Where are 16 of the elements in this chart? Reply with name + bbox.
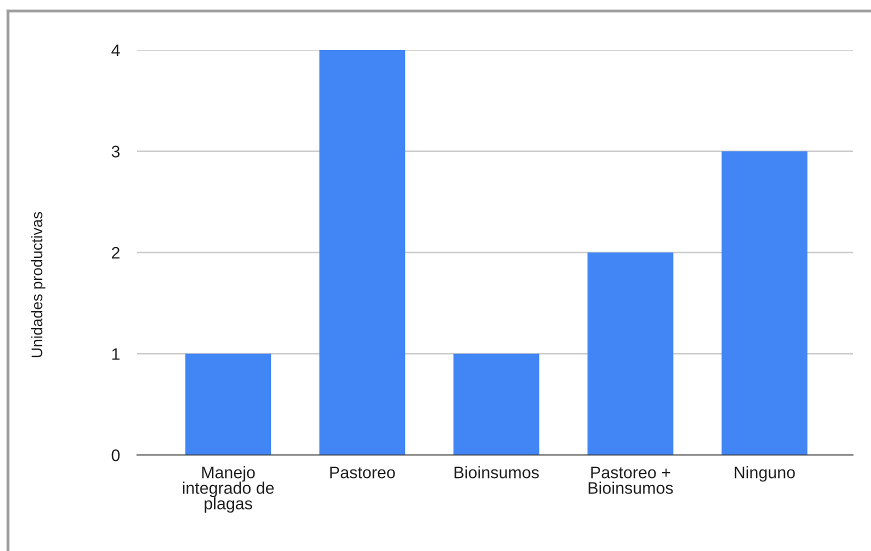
- y-tick-label: 4: [111, 44, 120, 56]
- x-tick-label: Manejo integrado de plagas: [182, 466, 274, 513]
- y-tick-label: 2: [112, 246, 120, 259]
- bar: [588, 252, 674, 455]
- x-tick-label: Ninguno: [734, 466, 795, 482]
- bar: [722, 151, 808, 455]
- bar: [185, 354, 272, 455]
- bar: [453, 354, 540, 455]
- x-tick-label: Pastoreo: [330, 466, 395, 478]
- y-axis-title: Unidades productivas: [31, 212, 46, 358]
- y-tick-label: 1: [112, 348, 120, 360]
- y-tick-label: 3: [112, 146, 120, 158]
- y-tick-label: 0: [112, 449, 120, 462]
- x-tick-label: Bioinsumos: [454, 466, 539, 478]
- bar: [319, 50, 406, 455]
- x-tick-label: Pastoreo + Bioinsumos: [588, 466, 673, 494]
